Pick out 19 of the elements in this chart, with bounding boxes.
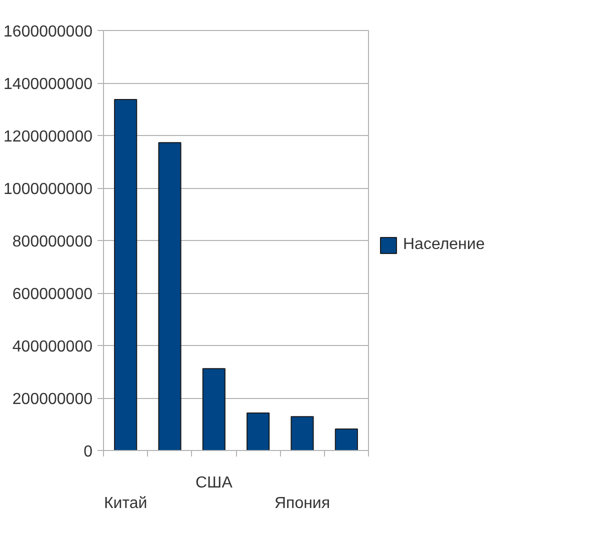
y-tick-label: 1000000000 (4, 181, 93, 198)
y-tick-label: 1600000000 (4, 24, 93, 40)
y-tick-label: 1400000000 (4, 76, 93, 93)
y-tick-label: 400000000 (12, 338, 93, 356)
bar (114, 99, 138, 450)
bar (158, 142, 182, 450)
y-tick-label: 600000000 (12, 286, 93, 303)
y-tick-label: 200000000 (12, 391, 93, 408)
x-tick-label: Китай (104, 494, 148, 512)
bar (202, 368, 226, 450)
x-tick-label: Япония (274, 494, 330, 512)
bar (246, 412, 270, 450)
y-tick-label: 0 (84, 444, 93, 460)
y-tick-label: 800000000 (12, 234, 93, 250)
bar (290, 416, 314, 450)
legend-label: Население (403, 236, 485, 254)
y-tick-label: 1200000000 (4, 128, 93, 146)
bar (334, 428, 358, 450)
x-tick-label: США (195, 474, 233, 492)
